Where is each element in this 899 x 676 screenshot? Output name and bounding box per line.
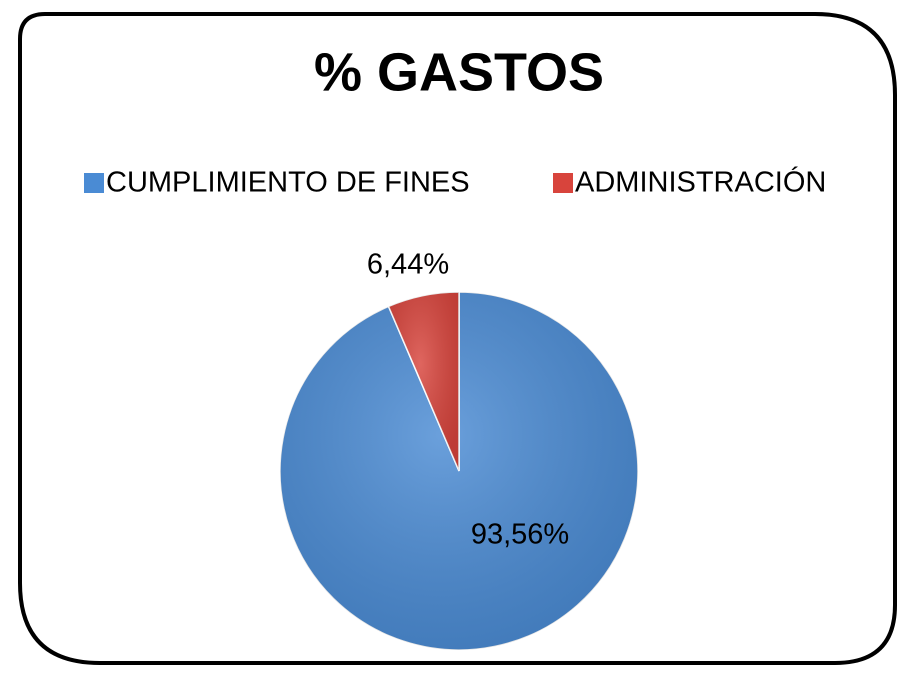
slice-shade <box>388 292 459 471</box>
legend-label: ADMINISTRACIÓN <box>575 166 826 199</box>
data-label: 93,56% <box>471 519 569 551</box>
legend-swatch <box>84 173 104 193</box>
legend-swatch <box>553 173 573 193</box>
legend: CUMPLIMIENTO DE FINES ADMINISTRACIÓN <box>84 166 826 199</box>
legend-label: CUMPLIMIENTO DE FINES <box>106 167 470 199</box>
pie: 93,56% 6,44% <box>279 249 639 651</box>
chart-title: % GASTOS <box>314 42 604 102</box>
data-label: 6,44% <box>367 249 449 281</box>
